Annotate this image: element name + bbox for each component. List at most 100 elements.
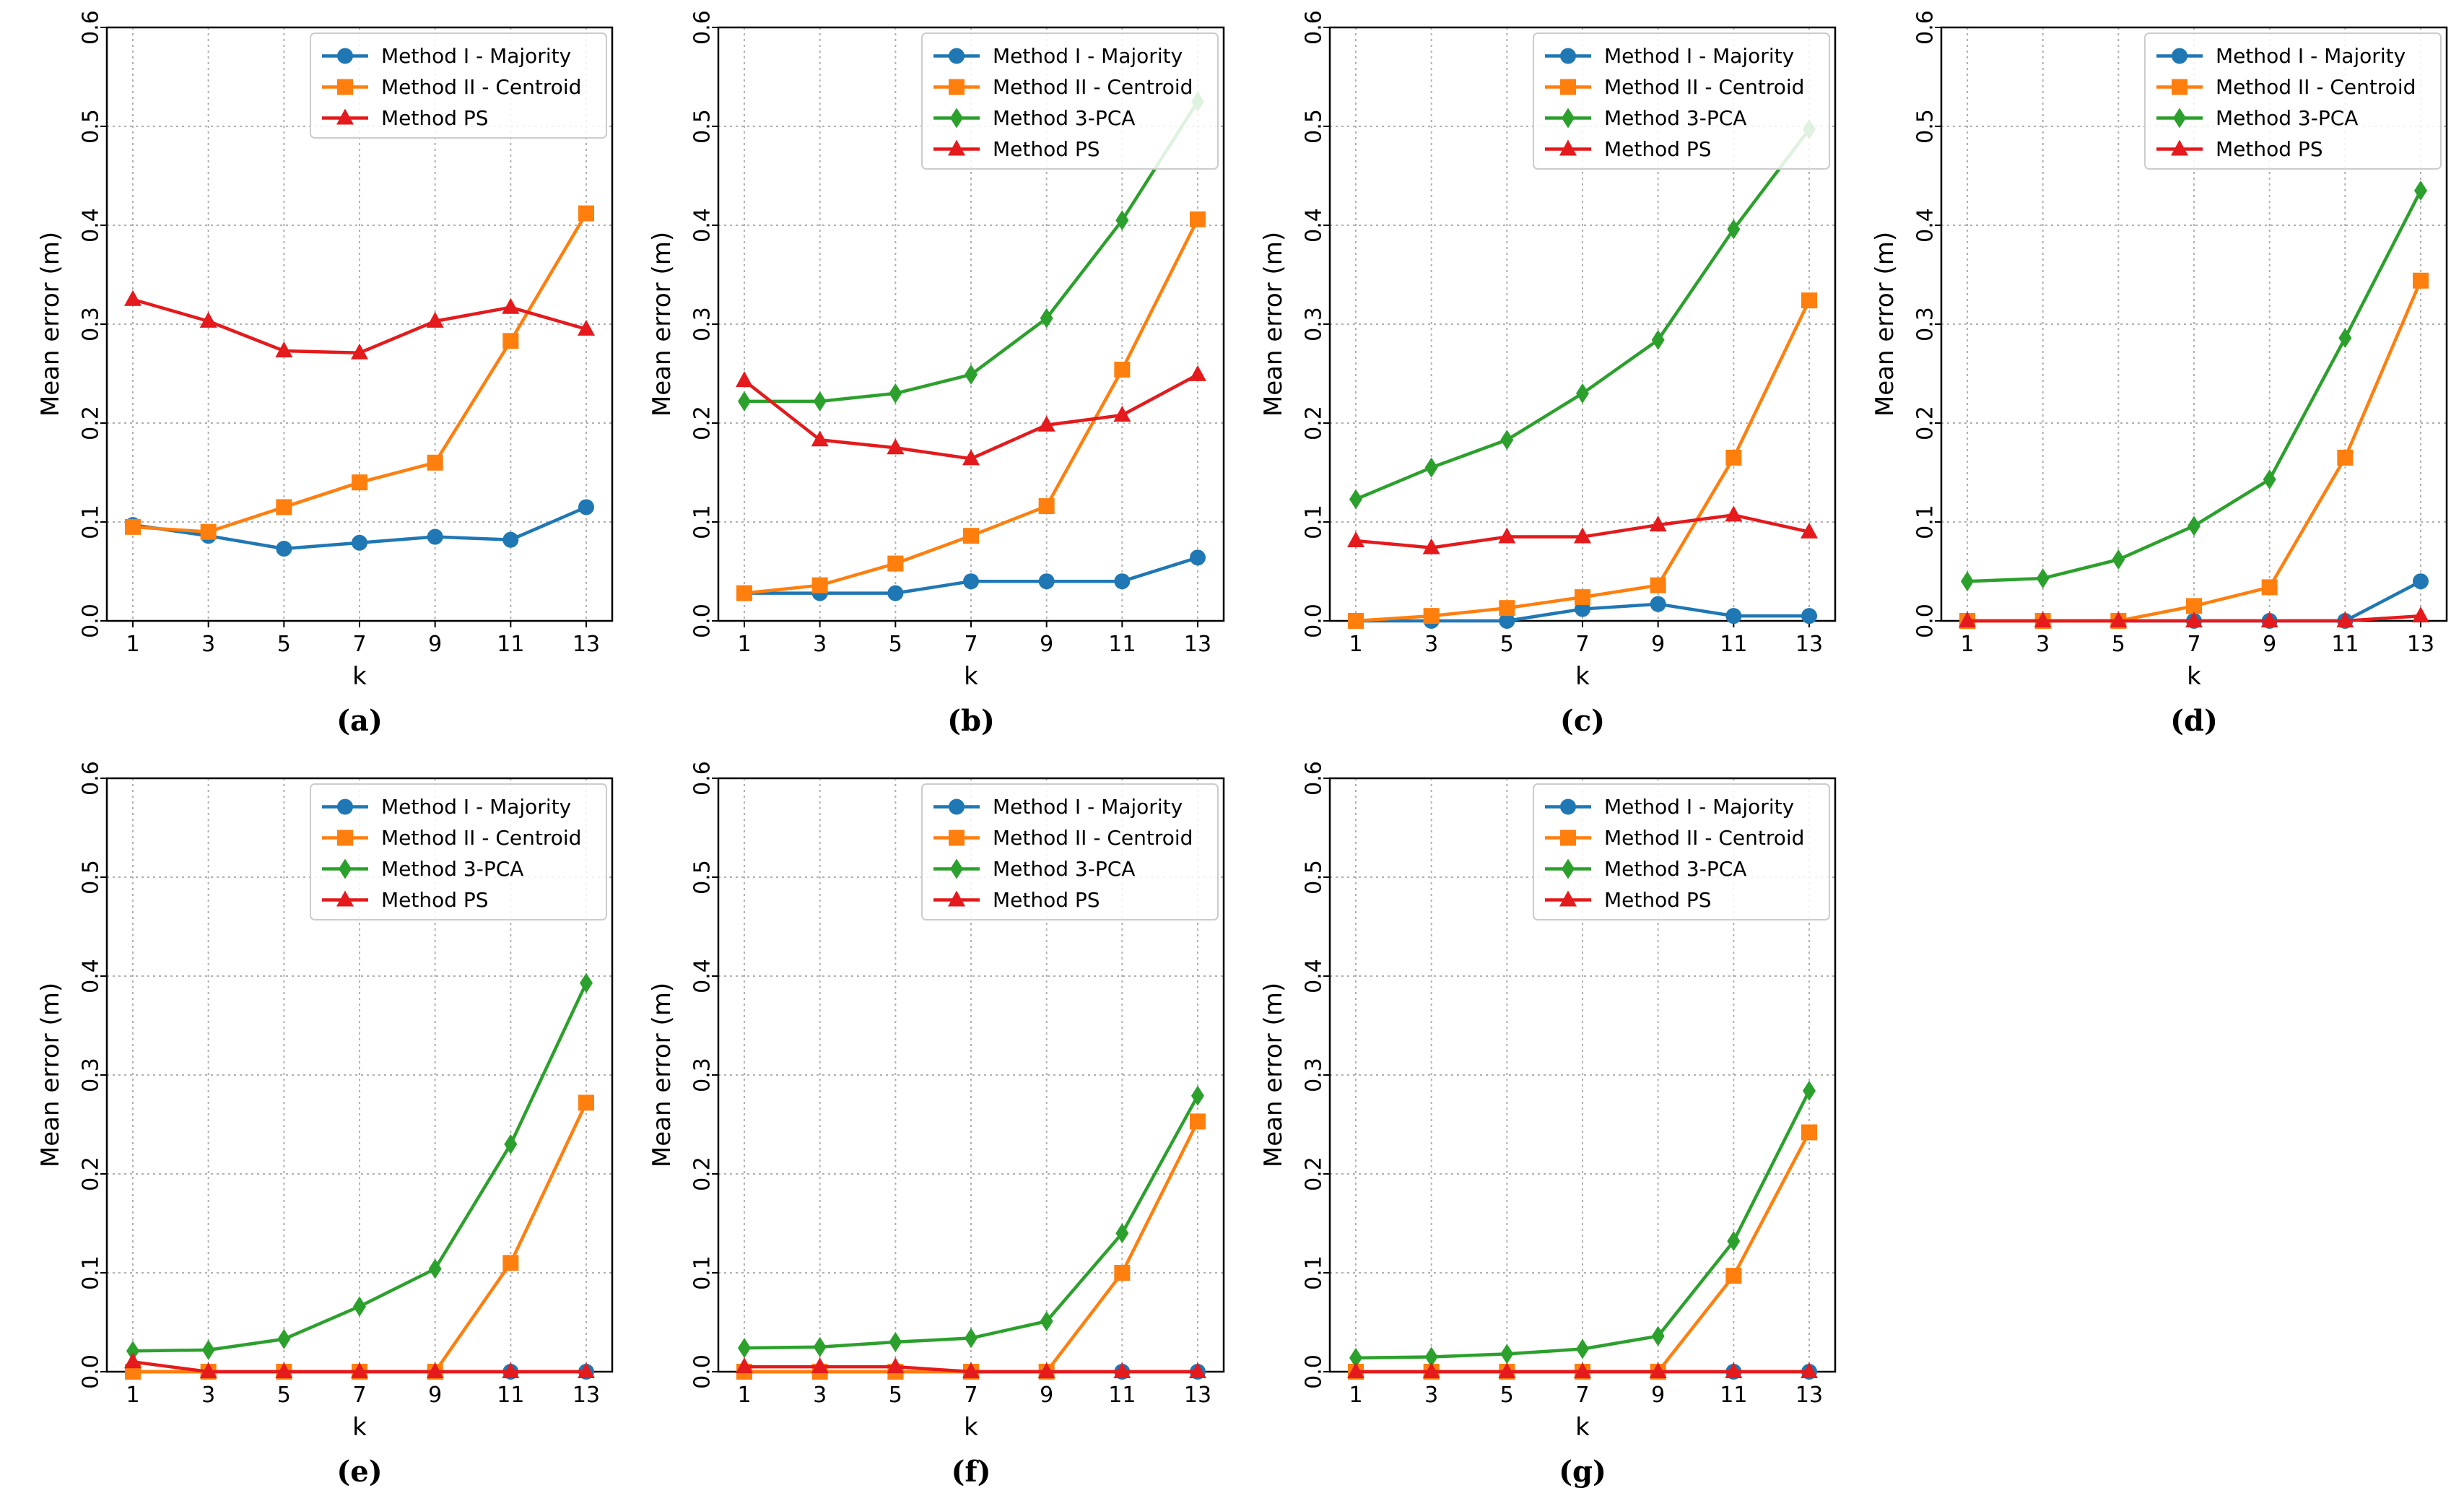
data-point-method-ps bbox=[2336, 611, 2354, 627]
data-point-method-ii-centroid bbox=[1499, 600, 1515, 617]
data-point-method-3-pca bbox=[428, 1258, 442, 1279]
x-tick-label: 1 bbox=[737, 632, 751, 657]
y-tick-label: 0.0 bbox=[690, 604, 715, 638]
legend-marker bbox=[1560, 48, 1576, 64]
data-point-method-3-pca bbox=[1727, 1231, 1741, 1252]
x-tick-label: 7 bbox=[964, 1383, 978, 1408]
data-point-method-ps bbox=[351, 343, 368, 360]
data-point-method-3-pca bbox=[1349, 489, 1362, 510]
x-tick-label: 13 bbox=[573, 1383, 600, 1408]
y-axis-label: Mean error (m) bbox=[36, 983, 65, 1167]
data-point-method-ps bbox=[1189, 1362, 1206, 1378]
data-point-method-ii-centroid bbox=[125, 518, 141, 535]
legend-marker bbox=[948, 890, 965, 907]
x-tick-label: 13 bbox=[2407, 632, 2434, 657]
data-point-method-i-majority bbox=[1038, 573, 1055, 590]
panel-caption: (e) bbox=[336, 1455, 382, 1489]
data-point-method-3-pca bbox=[738, 391, 751, 412]
legend-marker bbox=[949, 830, 965, 846]
data-point-method-3-pca bbox=[2036, 568, 2050, 589]
data-point-method-ii-centroid bbox=[963, 528, 979, 544]
data-point-method-i-majority bbox=[352, 534, 367, 551]
y-tick-label: 0.6 bbox=[1302, 10, 1327, 45]
data-point-method-ps bbox=[811, 1357, 829, 1374]
x-tick-label: 1 bbox=[126, 1383, 139, 1408]
data-point-method-3-pca bbox=[1651, 329, 1665, 350]
data-point-method-ps bbox=[275, 1362, 293, 1378]
data-point-method-ps bbox=[351, 1362, 368, 1378]
panel-caption: (g) bbox=[1559, 1455, 1606, 1489]
y-tick-label: 0.1 bbox=[79, 505, 104, 539]
legend-label: Method II - Centroid bbox=[993, 75, 1193, 99]
x-tick-label: 5 bbox=[2112, 632, 2125, 657]
legend-marker bbox=[948, 139, 965, 156]
data-point-method-ps bbox=[1113, 1362, 1131, 1378]
y-tick-label: 0.1 bbox=[690, 1255, 715, 1290]
x-tick-label: 3 bbox=[1424, 632, 1438, 657]
data-point-method-ii-centroid bbox=[1190, 1113, 1206, 1130]
data-point-method-ps bbox=[426, 311, 444, 328]
data-point-method-ps bbox=[1037, 415, 1055, 432]
y-tick-label: 0.2 bbox=[690, 1157, 715, 1191]
x-tick-label: 5 bbox=[889, 632, 902, 657]
data-point-method-i-majority bbox=[1801, 608, 1817, 624]
legend: Method I - Majority Method II - Centroid M… bbox=[1533, 32, 1830, 170]
data-point-method-ii-centroid bbox=[1423, 608, 1440, 624]
data-point-method-ps bbox=[2110, 611, 2128, 627]
panel-caption: (a) bbox=[336, 704, 383, 738]
x-tick-label: 11 bbox=[497, 1383, 524, 1408]
y-tick-label: 0.5 bbox=[79, 860, 104, 895]
data-point-method-i-majority bbox=[963, 573, 979, 590]
y-tick-label: 0.1 bbox=[1913, 505, 1938, 539]
x-tick-label: 5 bbox=[889, 1383, 902, 1408]
data-point-method-3-pca bbox=[2414, 180, 2427, 201]
data-point-method-i-majority bbox=[1190, 549, 1206, 566]
data-point-method-3-pca bbox=[1424, 1346, 1438, 1367]
data-point-method-3-pca bbox=[580, 972, 593, 993]
y-tick-label: 0.0 bbox=[79, 1354, 104, 1389]
x-tick-label: 9 bbox=[428, 632, 442, 657]
data-point-method-3-pca bbox=[889, 1331, 902, 1352]
x-tick-label: 1 bbox=[1960, 632, 1974, 657]
panel-caption: (c) bbox=[1560, 704, 1605, 738]
data-point-method-3-pca bbox=[2112, 549, 2125, 570]
y-tick-label: 0.6 bbox=[1913, 10, 1938, 45]
data-point-method-ps bbox=[1574, 1362, 1591, 1378]
data-point-method-3-pca bbox=[1115, 1223, 1129, 1244]
x-tick-label: 3 bbox=[813, 1383, 827, 1408]
x-tick-label: 11 bbox=[497, 632, 524, 657]
data-point-method-ii-centroid bbox=[1038, 498, 1055, 515]
legend: Method I - Majority Method II - Centroid M… bbox=[1533, 783, 1830, 920]
legend-marker bbox=[2172, 48, 2187, 64]
x-axis-label: k bbox=[352, 662, 367, 691]
legend-label: Method I - Majority bbox=[1604, 795, 1794, 819]
legend-label: Method II - Centroid bbox=[2216, 75, 2416, 99]
x-tick-label: 1 bbox=[1349, 632, 1362, 657]
legend-label: Method 3-PCA bbox=[993, 106, 1135, 130]
legend-label: Method 3-PCA bbox=[2216, 106, 2358, 130]
legend-box bbox=[310, 783, 607, 920]
legend-label: Method 3-PCA bbox=[1604, 106, 1746, 130]
y-axis-label: Mean error (m) bbox=[648, 983, 676, 1167]
data-point-method-ps bbox=[1649, 1362, 1667, 1378]
x-tick-label: 9 bbox=[428, 1383, 442, 1408]
data-point-method-3-pca bbox=[813, 391, 827, 412]
legend-label: Method PS bbox=[1604, 137, 1712, 161]
x-tick-label: 7 bbox=[2187, 632, 2200, 657]
legend: Method I - Majority Method II - Centroid M… bbox=[921, 32, 1219, 170]
legend-marker bbox=[337, 830, 353, 846]
data-point-method-ps bbox=[887, 438, 905, 455]
data-point-method-ps bbox=[962, 449, 980, 466]
legend-marker bbox=[339, 858, 352, 879]
data-point-method-ps bbox=[124, 1352, 142, 1369]
legend-label: Method I - Majority bbox=[1604, 44, 1794, 68]
x-axis-label: k bbox=[352, 1413, 367, 1442]
y-tick-label: 0.4 bbox=[1913, 208, 1938, 243]
data-point-method-ps bbox=[962, 1362, 980, 1378]
legend-marker bbox=[950, 108, 963, 129]
data-point-method-3-pca bbox=[126, 1341, 139, 1362]
legend-box bbox=[921, 32, 1219, 170]
